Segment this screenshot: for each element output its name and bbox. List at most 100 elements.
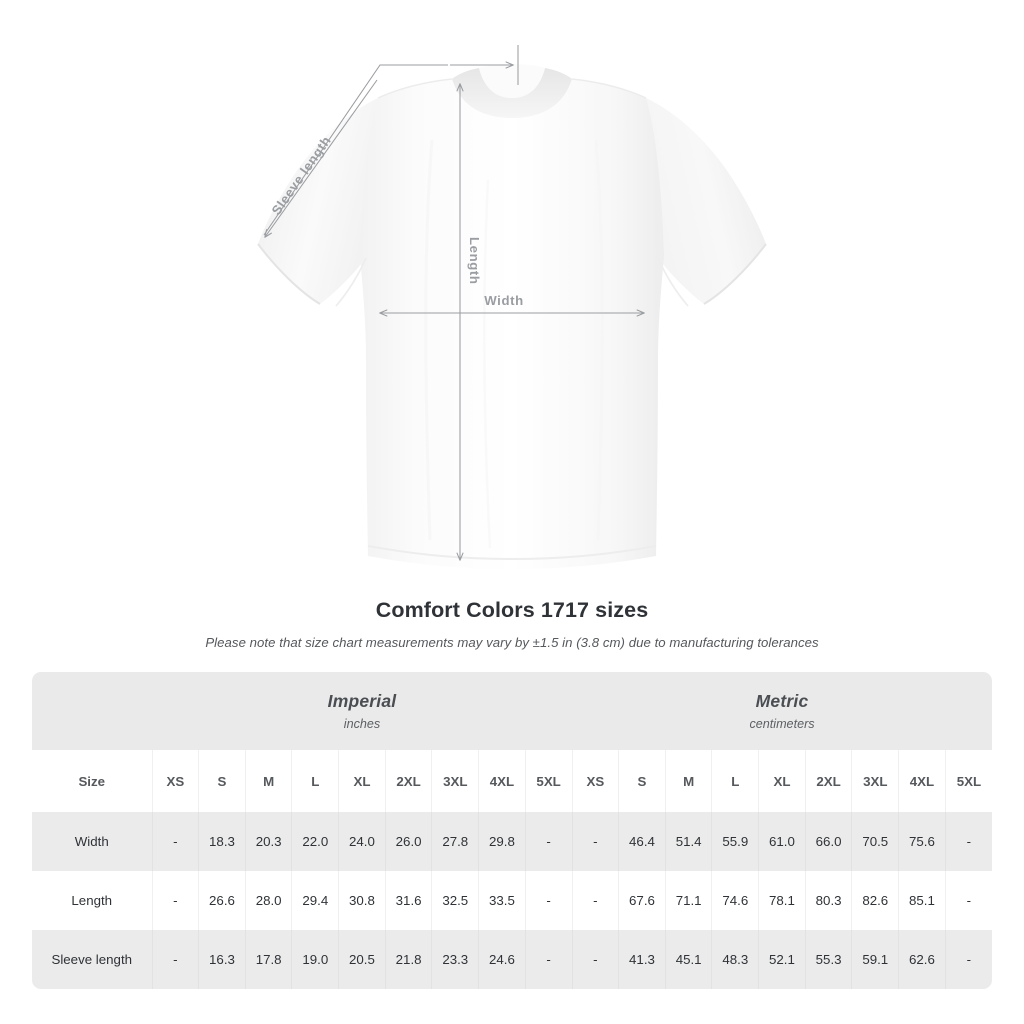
size-header-imperial-s: S bbox=[198, 750, 246, 812]
cell-width-imperial-xs: - bbox=[152, 812, 200, 871]
size-header-metric-5xl: 5XL bbox=[945, 750, 993, 812]
unit-name-metric: Metric bbox=[755, 691, 809, 711]
cell-width-imperial-5xl: - bbox=[525, 812, 573, 871]
cell-width-imperial-2xl: 26.0 bbox=[385, 812, 433, 871]
cell-length-metric-m: 71.1 bbox=[665, 871, 713, 930]
garment-shape bbox=[257, 64, 767, 569]
cell-sleeve-imperial-5xl: - bbox=[525, 930, 573, 989]
unit-name-imperial: Imperial bbox=[327, 691, 397, 711]
cell-width-metric-l: 55.9 bbox=[711, 812, 760, 871]
unit-header-metric: Metric centimeters bbox=[572, 672, 993, 750]
cell-sleeve-imperial-2xl: 21.8 bbox=[385, 930, 433, 989]
size-chart-table: Imperial inches Metric centimeters Size … bbox=[32, 672, 993, 989]
size-header-imperial-l: L bbox=[291, 750, 340, 812]
cell-width-metric-m: 51.4 bbox=[665, 812, 713, 871]
cell-width-metric-xl: 61.0 bbox=[758, 812, 806, 871]
cell-sleeve-imperial-xl: 20.5 bbox=[338, 930, 386, 989]
cell-width-imperial-3xl: 27.8 bbox=[431, 812, 480, 871]
size-header-metric-xl: XL bbox=[758, 750, 806, 812]
cell-width-metric-xs: - bbox=[572, 812, 620, 871]
cell-sleeve-metric-m: 45.1 bbox=[665, 930, 713, 989]
cell-length-metric-xl: 78.1 bbox=[758, 871, 806, 930]
size-header-metric-2xl: 2XL bbox=[805, 750, 853, 812]
cell-length-imperial-2xl: 31.6 bbox=[385, 871, 433, 930]
size-header-imperial-xs: XS bbox=[152, 750, 200, 812]
unit-header-spacer bbox=[32, 672, 152, 750]
cell-width-imperial-4xl: 29.8 bbox=[478, 812, 526, 871]
table-row: Sleeve length - 16.3 17.8 19.0 20.5 21.8… bbox=[32, 930, 993, 989]
cell-length-imperial-5xl: - bbox=[525, 871, 573, 930]
page-title: Comfort Colors 1717 sizes bbox=[375, 598, 649, 622]
cell-sleeve-metric-xs: - bbox=[572, 930, 620, 989]
size-header-metric-xs: XS bbox=[572, 750, 620, 812]
cell-width-metric-s: 46.4 bbox=[618, 812, 666, 871]
cell-sleeve-imperial-xs: - bbox=[152, 930, 200, 989]
size-header-imperial-5xl: 5XL bbox=[525, 750, 573, 812]
measurement-annotations bbox=[263, 45, 644, 560]
cell-sleeve-metric-s: 41.3 bbox=[618, 930, 666, 989]
cell-width-metric-3xl: 70.5 bbox=[851, 812, 900, 871]
size-header-metric-4xl: 4XL bbox=[898, 750, 946, 812]
cell-length-imperial-3xl: 32.5 bbox=[431, 871, 480, 930]
unit-header-imperial: Imperial inches bbox=[152, 672, 572, 750]
size-header-metric-s: S bbox=[618, 750, 666, 812]
sleeve-length-dimension bbox=[263, 45, 519, 237]
cell-width-metric-4xl: 75.6 bbox=[898, 812, 946, 871]
unit-sub-imperial: inches bbox=[343, 717, 381, 731]
cell-sleeve-metric-l: 48.3 bbox=[711, 930, 760, 989]
unit-sub-metric: centimeters bbox=[749, 717, 815, 731]
cell-sleeve-metric-4xl: 62.6 bbox=[898, 930, 946, 989]
chart-heading: Comfort Colors 1717 sizes Please note th… bbox=[0, 598, 1024, 650]
cell-length-imperial-xl: 30.8 bbox=[338, 871, 386, 930]
tolerance-note: Please note that size chart measurements… bbox=[205, 635, 819, 650]
cell-length-metric-4xl: 85.1 bbox=[898, 871, 946, 930]
size-header-imperial-xl: XL bbox=[338, 750, 386, 812]
cell-width-imperial-m: 20.3 bbox=[245, 812, 293, 871]
cell-width-metric-2xl: 66.0 bbox=[805, 812, 853, 871]
size-header-row: Size XS S M L XL 2XL 3XL 4XL 5XL XS S M … bbox=[32, 750, 993, 812]
row-label-sleeve-length: Sleeve length bbox=[32, 930, 153, 989]
cell-sleeve-imperial-s: 16.3 bbox=[198, 930, 246, 989]
cell-length-imperial-xs: - bbox=[152, 871, 200, 930]
row-label-width: Width bbox=[32, 812, 153, 871]
cell-length-imperial-m: 28.0 bbox=[245, 871, 293, 930]
width-label: Width bbox=[484, 293, 524, 308]
size-header-imperial-m: M bbox=[245, 750, 293, 812]
size-header-imperial-2xl: 2XL bbox=[385, 750, 433, 812]
cell-length-metric-s: 67.6 bbox=[618, 871, 666, 930]
cell-width-imperial-xl: 24.0 bbox=[338, 812, 386, 871]
tshirt-diagram: Sleeve length Length Width bbox=[257, 45, 767, 569]
cell-length-metric-xs: - bbox=[572, 871, 620, 930]
table-row: Width - 18.3 20.3 22.0 24.0 26.0 27.8 29… bbox=[32, 812, 993, 871]
size-header-imperial-4xl: 4XL bbox=[478, 750, 526, 812]
size-column-header: Size bbox=[32, 750, 153, 812]
cell-sleeve-metric-5xl: - bbox=[945, 930, 993, 989]
cell-width-metric-5xl: - bbox=[945, 812, 993, 871]
cell-sleeve-metric-3xl: 59.1 bbox=[851, 930, 900, 989]
unit-header-row: Imperial inches Metric centimeters bbox=[32, 672, 993, 750]
cell-sleeve-imperial-m: 17.8 bbox=[245, 930, 293, 989]
cell-length-imperial-4xl: 33.5 bbox=[478, 871, 526, 930]
cell-length-imperial-l: 29.4 bbox=[291, 871, 340, 930]
cell-sleeve-imperial-l: 19.0 bbox=[291, 930, 340, 989]
table-row: Length - 26.6 28.0 29.4 30.8 31.6 32.5 3… bbox=[32, 871, 993, 930]
cell-width-imperial-s: 18.3 bbox=[198, 812, 246, 871]
cell-length-metric-5xl: - bbox=[945, 871, 993, 930]
size-header-imperial-3xl: 3XL bbox=[431, 750, 480, 812]
cell-sleeve-imperial-3xl: 23.3 bbox=[431, 930, 480, 989]
cell-length-imperial-s: 26.6 bbox=[198, 871, 246, 930]
cell-length-metric-2xl: 80.3 bbox=[805, 871, 853, 930]
cell-sleeve-imperial-4xl: 24.6 bbox=[478, 930, 526, 989]
size-header-metric-l: L bbox=[711, 750, 760, 812]
cell-sleeve-metric-2xl: 55.3 bbox=[805, 930, 853, 989]
length-label: Length bbox=[467, 237, 482, 285]
size-header-metric-3xl: 3XL bbox=[851, 750, 900, 812]
row-label-length: Length bbox=[32, 871, 153, 930]
size-chart-table-wrapper: Imperial inches Metric centimeters Size … bbox=[32, 672, 993, 989]
cell-width-imperial-l: 22.0 bbox=[291, 812, 340, 871]
cell-sleeve-metric-xl: 52.1 bbox=[758, 930, 806, 989]
cell-length-metric-l: 74.6 bbox=[711, 871, 760, 930]
size-header-metric-m: M bbox=[665, 750, 713, 812]
product-illustration: Sleeve length Length Width bbox=[257, 45, 767, 569]
cell-length-metric-3xl: 82.6 bbox=[851, 871, 900, 930]
